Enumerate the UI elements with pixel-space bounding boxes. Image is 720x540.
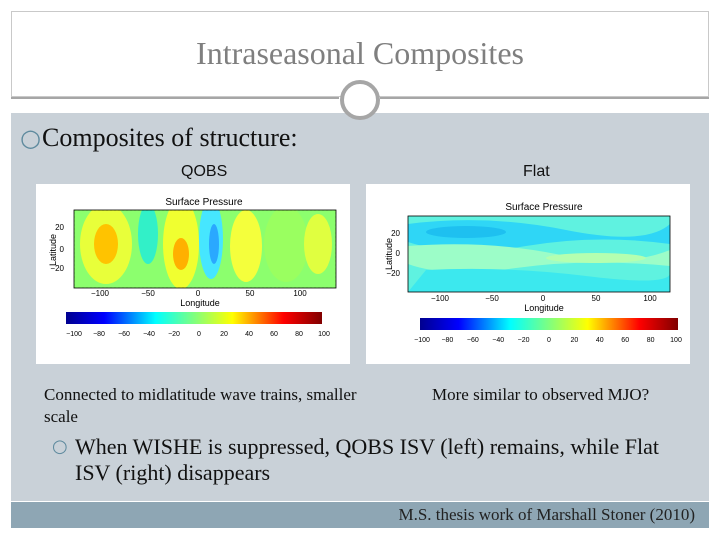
left-xtick-4: 100 [293,289,307,298]
left-ytick-2: −20 [50,264,64,273]
right-ytick-2: −20 [386,269,400,278]
divider-right [380,97,709,99]
left-colorbar-tick: −100 [66,331,82,338]
left-colorbar-tick: 20 [220,331,228,338]
right-colorbar-tick: 100 [670,337,682,344]
right-xlabel: Longitude [524,303,564,313]
left-colorbar-tick: −80 [93,331,105,338]
divider-ring-icon [340,80,380,120]
right-xtick-3: 50 [592,294,601,303]
right-contour-svg: Surface Pressure 20 0 −20 Latitude −100 … [384,202,682,344]
left-colorbar-tick: −60 [118,331,130,338]
left-colorbar-tick: −20 [168,331,180,338]
left-xtick-1: −50 [141,289,155,298]
right-colorbar-tick: −20 [518,337,530,344]
right-colorbar-tick: 0 [547,337,551,344]
left-colorbar-tick: 80 [295,331,303,338]
left-xtick-3: 50 [246,289,255,298]
right-colorbar-tick: −60 [467,337,479,344]
left-colorbar-tick: 60 [270,331,278,338]
right-panel-caption: More similar to observed MJO? [432,385,650,404]
left-xtick-0: −100 [91,289,110,298]
right-colorbar-tick: 80 [647,337,655,344]
right-xtick-4: 100 [643,294,657,303]
right-colorbar-tick: −80 [441,337,453,344]
right-xtick-2: 0 [541,294,546,303]
right-colorbar-tick: −40 [492,337,504,344]
left-contour-figure: Surface Pressure 20 0 −20 Latitude −100 [36,184,350,364]
divider-left [11,97,339,99]
footer-credit: M.S. thesis work of Marshall Stoner (201… [398,505,695,524]
hollow-circle-bullet-icon: ○ [20,124,41,152]
left-colorbar-tick: −40 [143,331,155,338]
right-colorbar-tick: 20 [571,337,579,344]
sub-bullet-text: When WISHE is suppressed, QOBS ISV (left… [75,434,659,485]
right-ytick-0: 20 [391,229,400,238]
left-plot-title: Surface Pressure [165,197,243,208]
right-ylabel: Latitude [384,238,394,270]
left-ylabel: Latitude [48,234,58,266]
right-plot-title: Surface Pressure [505,202,583,213]
left-contour-field [74,210,336,288]
right-xtick-1: −50 [485,294,499,303]
right-colorbar [420,318,678,330]
right-panel-label: Flat [523,163,550,180]
left-colorbar [66,312,322,324]
right-colorbar-tick: −100 [414,337,430,344]
slide-title: Intraseasonal Composites [196,35,524,71]
right-contour-figure: Surface Pressure 20 0 −20 Latitude −100 … [366,184,690,364]
left-xlabel: Longitude [180,298,220,308]
right-colorbar-ticks: −100 −80 −60 −40 −20 0 20 40 60 80 100 [414,337,682,344]
footer-bar: M.S. thesis work of Marshall Stoner (201… [11,502,709,528]
left-xtick-2: 0 [196,289,201,298]
left-colorbar-tick: 100 [318,331,330,338]
right-colorbar-tick: 40 [596,337,604,344]
left-colorbar-ticks: −100 −80 −60 −40 −20 0 20 40 60 80 100 [66,331,330,338]
left-colorbar-tick: 0 [197,331,201,338]
sub-bullet-icon: ○ [52,436,68,457]
left-ytick-1: 0 [60,245,65,254]
right-contour-field [408,216,670,292]
left-panel-label: QOBS [181,163,228,180]
right-ytick-1: 0 [396,249,401,258]
main-bullet: Composites of structure: [42,123,298,152]
left-contour-svg: Surface Pressure 20 0 −20 Latitude −100 [48,197,337,338]
right-colorbar-tick: 60 [621,337,629,344]
left-ytick-0: 20 [55,223,64,232]
left-panel-caption: Connected to midlatitude wave trains, sm… [44,385,357,426]
right-xtick-0: −100 [431,294,450,303]
left-colorbar-tick: 40 [245,331,253,338]
